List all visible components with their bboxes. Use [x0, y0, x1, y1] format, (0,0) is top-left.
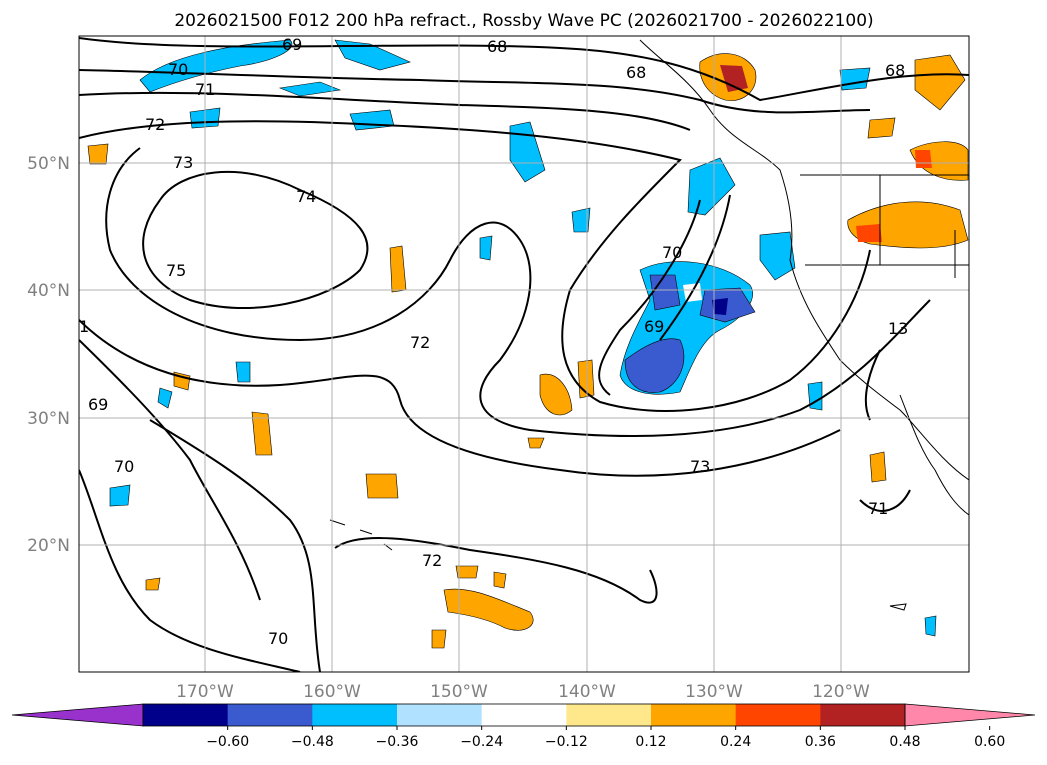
colorbar-tick-label: 0.36 — [805, 734, 836, 750]
contour-lines — [79, 37, 969, 672]
contour-label: 70 — [268, 629, 288, 648]
contour-label: 69 — [88, 395, 108, 414]
lon-label: 160°W — [303, 682, 361, 702]
colorbar-segment — [651, 704, 737, 726]
lat-label: 20°N — [27, 536, 70, 556]
lon-label: 140°W — [558, 682, 616, 702]
lat-label: 50°N — [27, 154, 70, 174]
longitude-labels: 170°W 160°W 150°W 140°W 130°W 120°W — [176, 682, 870, 702]
colorbar-tick-label: 0.12 — [635, 734, 666, 750]
contour-label: 68 — [487, 37, 507, 56]
colorbar-segment — [735, 704, 821, 726]
colorbar: −0.60 −0.48 −0.36 −0.24 −0.12 0.12 0.24 0.36 0.4… — [11, 703, 1036, 750]
colorbar-segment — [481, 704, 567, 726]
lat-label: 30°N — [27, 409, 70, 429]
lat-label: 40°N — [27, 281, 70, 301]
colorbar-segment — [820, 704, 906, 726]
contour-label: 75 — [166, 261, 186, 280]
positive-shading — [87, 53, 969, 649]
colorbar-segment — [397, 704, 483, 726]
colorbar-extend-high — [904, 703, 1036, 727]
colorbar-tick-label: −0.48 — [291, 734, 334, 750]
map-frame — [78, 35, 970, 673]
contour-label: 70 — [168, 60, 188, 79]
contour-label: 72 — [145, 115, 165, 134]
contour-label: 71 — [195, 80, 215, 99]
contour-label: 13 — [888, 319, 908, 338]
contour-label: 72 — [422, 551, 442, 570]
contour-label-group: 69 68 70 71 72 73 74 75 68 68 70 69 72 7… — [79, 35, 908, 648]
contour-label: 73 — [173, 153, 193, 172]
lon-label: 120°W — [812, 682, 870, 702]
lon-label: 130°W — [685, 682, 743, 702]
latitude-labels: 50°N 40°N 30°N 20°N — [27, 154, 70, 556]
colorbar-tick-label: −0.36 — [376, 734, 419, 750]
colorbar-outline — [142, 703, 906, 727]
colorbar-segment — [566, 704, 652, 726]
contour-label: 71 — [868, 499, 888, 518]
lon-label: 150°W — [430, 682, 488, 702]
figure-title: 2026021500 F012 200 hPa refract., Rossby… — [174, 11, 873, 31]
graticule — [79, 36, 969, 672]
contour-label: 68 — [885, 61, 905, 80]
colorbar-tick-label: −0.60 — [206, 734, 249, 750]
map-panel: 69 68 70 71 72 73 74 75 68 68 70 69 72 7… — [79, 35, 969, 672]
colorbar-tick-label: 0.48 — [889, 734, 920, 750]
lon-label: 170°W — [176, 682, 234, 702]
colorbar-segment — [143, 704, 229, 726]
colorbar-segment — [312, 704, 398, 726]
contour-label: 72 — [410, 333, 430, 352]
contour-label: 73 — [690, 457, 710, 476]
contour-label: 74 — [296, 187, 316, 206]
contour-label: 69 — [644, 317, 664, 336]
colorbar-tick-label: 0.24 — [720, 734, 751, 750]
colorbar-tick-label: 0.60 — [974, 734, 1005, 750]
contour-label: 70 — [662, 243, 682, 262]
colorbar-tick-label: −0.24 — [460, 734, 503, 750]
contour-label: 68 — [626, 63, 646, 82]
contour-label: 69 — [282, 35, 302, 54]
contour-label: 1 — [79, 317, 89, 336]
colorbar-tick-label: −0.12 — [545, 734, 588, 750]
colorbar-extend-low — [11, 703, 144, 727]
contour-label: 70 — [114, 457, 134, 476]
colorbar-segment — [227, 704, 313, 726]
